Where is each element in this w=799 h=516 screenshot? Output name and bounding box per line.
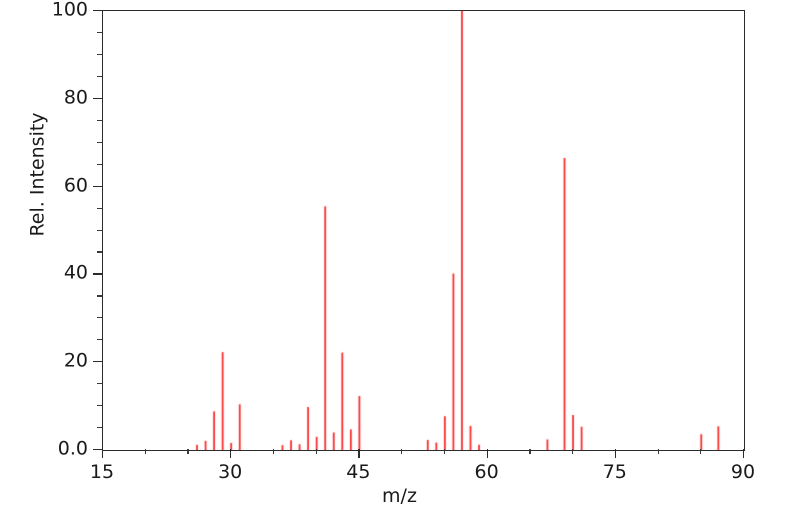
x-tick-label: 45 bbox=[346, 461, 371, 483]
x-tick-minor bbox=[187, 449, 189, 454]
y-tick-major bbox=[93, 449, 102, 451]
x-tick-label: 90 bbox=[730, 461, 756, 483]
x-tick-minor bbox=[700, 449, 702, 454]
y-tick-minor bbox=[97, 229, 102, 231]
y-tick-minor bbox=[97, 405, 102, 407]
y-tick-minor bbox=[97, 317, 102, 319]
y-tick-minor bbox=[97, 383, 102, 385]
y-tick-minor bbox=[97, 53, 102, 56]
y-tick-label: 40 bbox=[63, 261, 88, 284]
y-tick-major bbox=[93, 97, 102, 100]
y-tick-label: 80 bbox=[63, 86, 88, 109]
x-tick-major bbox=[358, 449, 360, 458]
x-tick-minor bbox=[572, 449, 574, 454]
y-tick-label: 100 bbox=[51, 0, 88, 21]
x-tick-minor bbox=[315, 449, 317, 454]
x-tick-minor bbox=[529, 449, 531, 454]
x-tick-label: 15 bbox=[89, 461, 115, 483]
x-tick-major bbox=[743, 449, 745, 458]
spectrum-peaks-canvas bbox=[103, 11, 744, 450]
y-tick-major bbox=[93, 361, 102, 363]
x-tick-minor bbox=[401, 449, 403, 454]
y-tick-label: 60 bbox=[63, 174, 88, 197]
y-tick-minor bbox=[97, 295, 102, 297]
x-tick-major bbox=[102, 449, 104, 458]
plot-area bbox=[102, 10, 745, 451]
x-tick-major bbox=[486, 449, 488, 458]
x-axis-title: m/z bbox=[382, 485, 417, 507]
x-tick-major bbox=[614, 449, 617, 458]
y-tick-major bbox=[93, 273, 102, 275]
x-tick-minor bbox=[272, 449, 275, 454]
x-tick-minor bbox=[443, 449, 446, 454]
x-tick-label: 60 bbox=[474, 461, 499, 483]
x-tick-label: 30 bbox=[218, 461, 243, 483]
y-axis-title: Rel. Intensity bbox=[26, 112, 49, 237]
y-tick-major bbox=[93, 185, 102, 187]
y-tick-minor bbox=[97, 427, 102, 429]
y-tick-label: 20 bbox=[63, 349, 88, 372]
y-tick-minor bbox=[97, 31, 102, 34]
x-tick-major bbox=[230, 449, 232, 458]
x-tick-label: 75 bbox=[602, 461, 627, 483]
x-tick-minor bbox=[657, 449, 659, 454]
y-tick-minor bbox=[97, 339, 102, 341]
y-tick-minor bbox=[97, 75, 102, 78]
y-tick-label: 0.0 bbox=[57, 437, 88, 460]
y-tick-major bbox=[93, 10, 102, 12]
y-tick-minor bbox=[97, 119, 102, 121]
x-tick-minor bbox=[144, 449, 146, 454]
y-tick-minor bbox=[97, 163, 102, 165]
y-tick-minor bbox=[97, 207, 102, 209]
y-tick-minor bbox=[97, 251, 102, 253]
y-tick-minor bbox=[97, 141, 102, 143]
